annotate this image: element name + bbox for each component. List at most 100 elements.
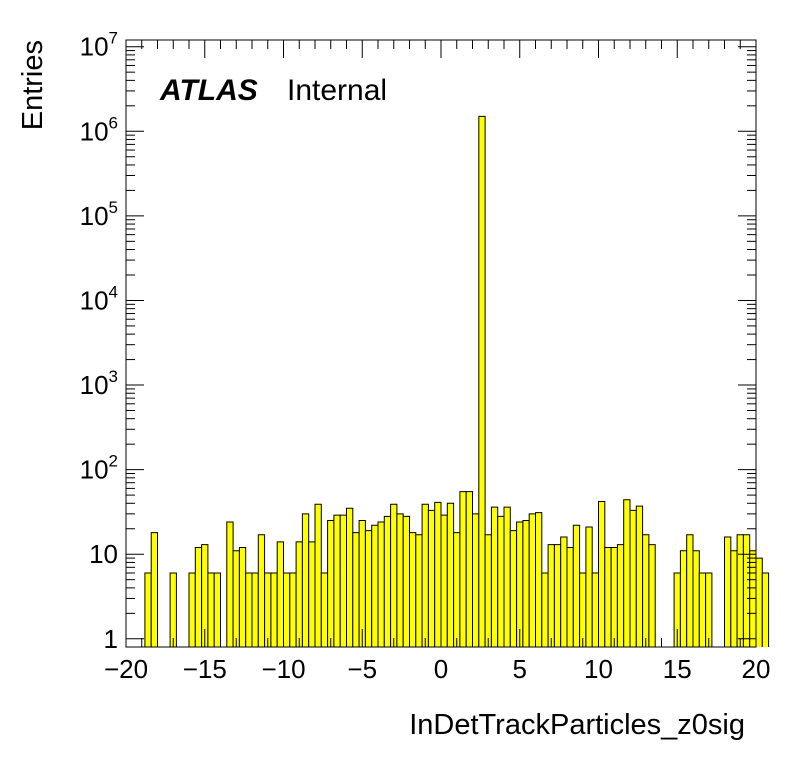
histogram-bin <box>503 506 511 647</box>
histogram-bin <box>150 532 158 647</box>
histogram-bin <box>169 572 177 647</box>
histogram-bin <box>535 512 543 647</box>
histogram-bin <box>591 572 599 647</box>
histogram-bin <box>547 544 555 647</box>
histogram-bin <box>251 572 259 647</box>
histogram-bin <box>339 514 347 647</box>
y-tick-label: 105 <box>80 198 118 231</box>
histogram-bin <box>490 506 499 647</box>
histogram-bin <box>724 536 732 647</box>
histogram-bin <box>648 544 656 647</box>
histogram-bin <box>396 513 404 647</box>
histogram-bin <box>427 509 436 647</box>
histogram-bin <box>320 572 329 647</box>
y-tick-label: 102 <box>80 452 118 485</box>
x-tick-labels: −20 −15 −10 −5 0 5 10 15 20 <box>104 654 771 684</box>
histogram-bin <box>579 572 587 647</box>
histogram-bin <box>333 514 341 647</box>
histogram-bin <box>686 534 694 647</box>
y-tick-label: 103 <box>80 367 118 400</box>
histogram-bin <box>295 541 303 647</box>
histogram-bin <box>566 547 574 647</box>
y-tick-label: 10 <box>89 539 118 569</box>
histogram-bin <box>528 513 536 647</box>
histogram-bin <box>446 502 455 647</box>
x-tick-label: −5 <box>347 654 377 684</box>
y-tick-label: 107 <box>80 29 118 62</box>
x-tick-label: 15 <box>663 654 692 684</box>
histogram-bin <box>635 505 644 647</box>
histogram-bin <box>383 515 392 647</box>
histogram-bin <box>144 572 152 647</box>
histogram-bin <box>270 572 278 647</box>
y-tick-labels: 1 10 102 103 104 105 106 107 <box>80 29 118 654</box>
histogram-bin <box>188 572 196 647</box>
histogram-bin <box>698 572 707 647</box>
histogram-bin <box>572 524 581 647</box>
histogram-bin <box>484 534 492 647</box>
histogram-bin <box>472 513 480 647</box>
histogram-bin <box>232 550 240 647</box>
histogram-bin <box>390 503 398 647</box>
histogram-bin <box>705 572 713 647</box>
histogram-bin <box>585 526 593 647</box>
histogram-bin <box>642 534 650 647</box>
axis-ticks <box>125 40 757 647</box>
x-tick-label: −10 <box>261 654 305 684</box>
histogram-bin <box>421 503 429 647</box>
histogram-bin <box>327 520 335 647</box>
histogram-bin <box>308 541 316 647</box>
histogram-bin <box>516 521 524 647</box>
histogram-bin <box>245 572 253 647</box>
histogram-bin <box>352 532 360 647</box>
histogram-bin <box>598 500 606 647</box>
histogram-bin <box>194 547 203 647</box>
histogram-bin <box>459 491 467 647</box>
histogram-bin <box>346 507 354 647</box>
histogram-bin <box>276 541 284 647</box>
y-axis-title: Entries <box>17 40 49 130</box>
x-axis-title: InDetTrackParticles_z0sig <box>409 709 745 741</box>
histogram-bin <box>623 499 631 647</box>
histogram-bars <box>144 115 770 647</box>
histogram-bin <box>478 115 486 647</box>
histogram-bin <box>453 532 461 647</box>
y-tick-label: 1 <box>104 624 118 654</box>
histogram-bin <box>522 520 530 647</box>
histogram-bin <box>364 530 373 647</box>
histogram-bin <box>257 534 266 647</box>
histogram-bin <box>283 572 291 647</box>
x-tick-label: 5 <box>513 654 527 684</box>
histogram-bin <box>226 521 234 647</box>
histogram-bin <box>509 530 518 647</box>
histogram-bin <box>497 515 505 647</box>
histogram-bin <box>736 534 744 647</box>
histogram-bin <box>314 503 322 647</box>
histogram-bin <box>377 521 385 647</box>
histogram-bin <box>610 547 618 647</box>
internal-label: Internal <box>287 74 387 107</box>
histogram-bin <box>755 557 763 647</box>
histogram-bin <box>358 520 366 647</box>
x-tick-label: 10 <box>584 654 613 684</box>
x-tick-label: 20 <box>742 654 771 684</box>
y-tick-label: 104 <box>80 282 118 315</box>
atlas-label: ATLAS <box>159 74 258 107</box>
histogram-bin <box>560 536 568 647</box>
histogram-bin <box>616 544 625 647</box>
histogram-bin <box>679 550 688 647</box>
histogram-bin <box>409 532 417 647</box>
histogram-bin <box>604 547 612 647</box>
y-tick-label: 106 <box>80 113 118 146</box>
histogram-bin <box>692 550 700 647</box>
histogram-bin <box>440 514 448 647</box>
histogram-bin <box>213 572 221 647</box>
histogram-bin <box>742 534 751 647</box>
histogram-bin <box>434 501 442 647</box>
x-tick-label: −15 <box>183 654 227 684</box>
histogram-bin <box>264 572 272 647</box>
histogram-bin <box>207 572 215 647</box>
histogram-bin <box>465 491 473 647</box>
histogram-bin <box>730 550 738 647</box>
